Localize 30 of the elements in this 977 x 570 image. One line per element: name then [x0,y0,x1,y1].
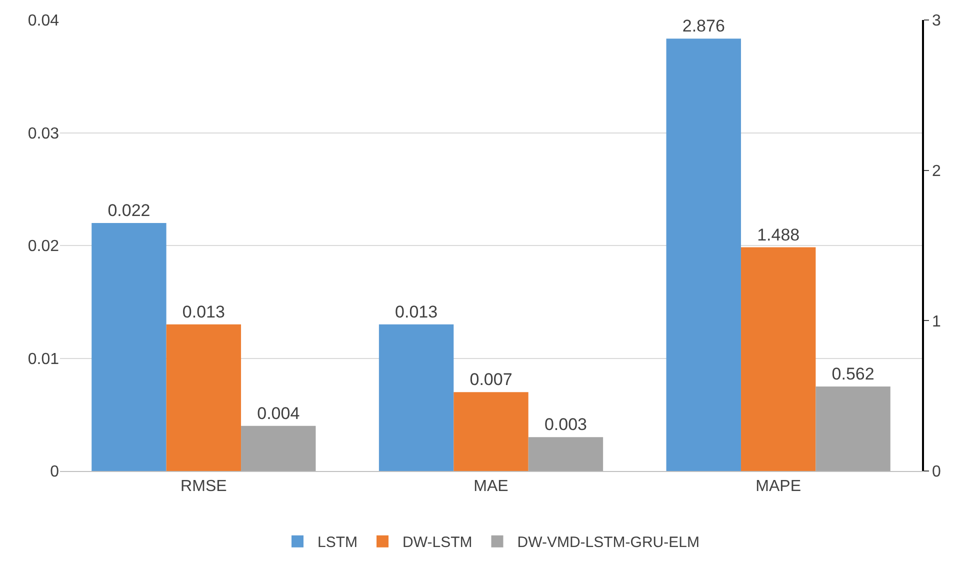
data-label: 0.007 [470,370,512,390]
bar [166,324,242,471]
data-label: 2.876 [682,16,725,36]
data-label: 0.013 [182,302,225,322]
y-tick-label: 0.03 [28,125,60,142]
data-label: 0.562 [832,364,874,384]
y-tick-label: 0 [50,464,60,481]
legend-label: DW-LSTM [402,534,472,552]
x-tick-label: MAE [474,478,508,496]
bar [92,222,166,471]
data-label: 0.022 [108,200,150,220]
data-label: 0.004 [257,404,300,423]
y2-tick-label: 3 [932,12,941,30]
bar [454,392,528,471]
y-tick-label: 0.02 [28,238,60,256]
x-tick-label: MAPE [756,478,801,496]
y2-tick-label: 2 [932,162,941,180]
bar [528,437,604,471]
y-tick-label: 0.04 [28,12,60,30]
bar [378,324,454,471]
y-tick-label: 0.01 [28,350,60,368]
data-label: 1.488 [757,225,800,244]
y2-tick-label: 0 [932,464,941,481]
legend-label: LSTM [318,534,358,552]
legend-label: DW-VMD-LSTM-GRU-ELM [517,534,700,552]
bar [241,426,316,471]
y2-tick-label: 1 [932,313,941,330]
x-tick-label: RMSE [180,478,227,496]
data-label: 0.013 [395,302,438,322]
data-label: 0.003 [544,415,587,434]
